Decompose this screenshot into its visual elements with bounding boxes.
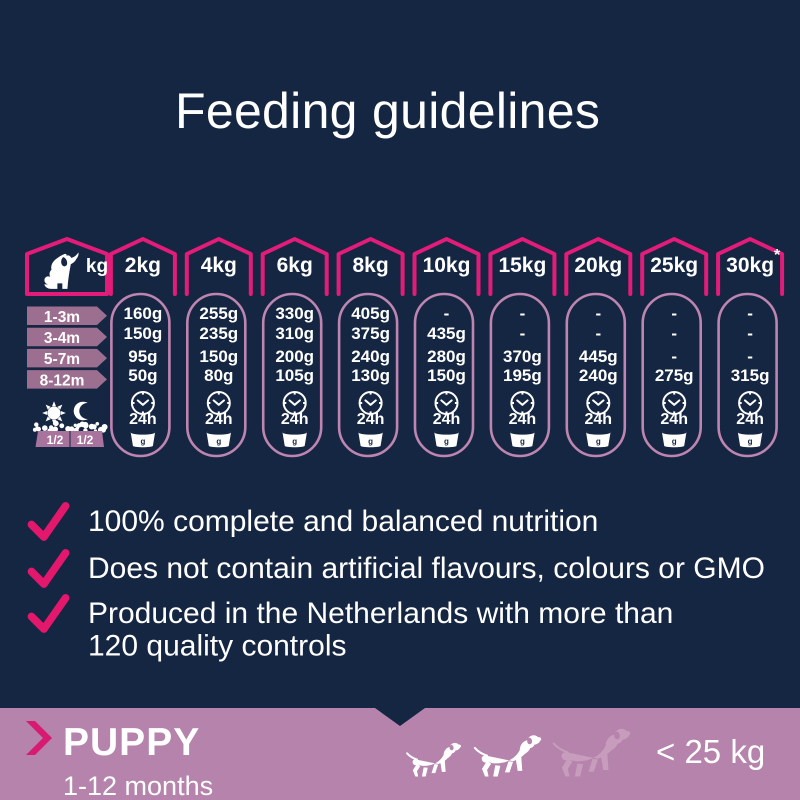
svg-text:Does not contain artificial fl: Does not contain artificial flavours, co… [88, 552, 765, 585]
svg-text:100% complete and balanced nut: 100% complete and balanced nutrition [88, 505, 598, 538]
svg-text:< 25 kg: < 25 kg [656, 733, 765, 770]
svg-text:120 quality controls: 120 quality controls [88, 630, 347, 663]
svg-text:PUPPY: PUPPY [63, 721, 200, 764]
svg-text:Produced in the Netherlands wi: Produced in the Netherlands with more th… [88, 597, 673, 630]
svg-text:1-12 months: 1-12 months [63, 771, 213, 800]
